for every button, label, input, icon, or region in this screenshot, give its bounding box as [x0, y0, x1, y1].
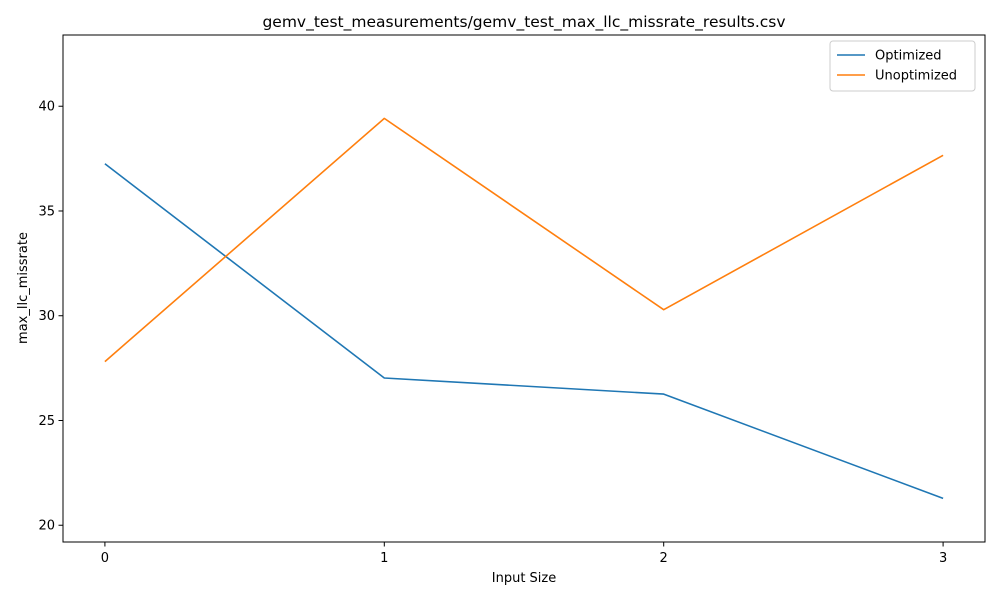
y-tick-label: 20 — [38, 519, 55, 534]
legend-label-unoptimized: Unoptimized — [875, 69, 957, 84]
series-line-unoptimized — [104, 117, 944, 363]
x-tick-label: 0 — [101, 551, 109, 566]
y-tick-label: 30 — [38, 309, 55, 324]
y-axis: 20 25 30 35 40 — [38, 100, 63, 534]
x-tick-label: 3 — [939, 551, 947, 566]
legend-label-optimized: Optimized — [875, 49, 942, 64]
x-tick-label: 2 — [660, 551, 668, 566]
x-axis-label: Input Size — [492, 571, 556, 586]
y-axis-label: max_llc_missrate — [16, 232, 31, 344]
y-tick-label: 25 — [38, 414, 55, 429]
y-tick-label: 40 — [38, 100, 55, 115]
y-tick-label: 35 — [38, 204, 55, 219]
series-line-optimized — [104, 163, 944, 500]
plot-area — [104, 117, 944, 500]
legend: Optimized Unoptimized — [829, 40, 976, 92]
x-axis: 0 1 2 3 — [101, 542, 947, 566]
chart-title: gemv_test_measurements/gemv_test_max_llc… — [262, 13, 785, 32]
axes-frame — [62, 34, 986, 543]
legend-box — [829, 40, 976, 92]
x-tick-label: 1 — [380, 551, 388, 566]
